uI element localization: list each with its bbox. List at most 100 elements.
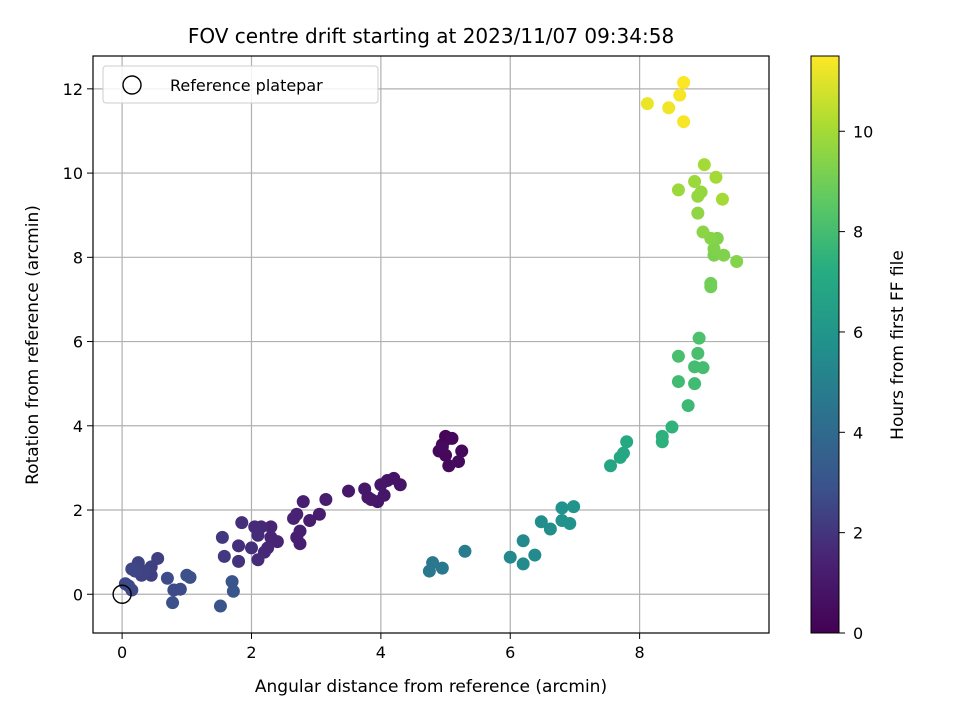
x-tick-label: 2 <box>246 643 256 662</box>
chart-title: FOV centre drift starting at 2023/11/07 … <box>188 24 674 48</box>
data-point <box>662 101 676 115</box>
data-point <box>677 76 691 90</box>
data-point <box>543 522 557 536</box>
data-point <box>442 459 456 473</box>
data-point <box>673 88 687 102</box>
colorbar-tick-label: 0 <box>853 624 863 643</box>
data-point <box>715 192 729 206</box>
data-point <box>534 515 548 529</box>
data-point <box>655 429 669 443</box>
y-tick-label: 2 <box>73 501 83 520</box>
data-point <box>688 175 702 189</box>
colorbar-tick-label: 8 <box>853 223 863 242</box>
data-point <box>688 377 702 391</box>
x-tick-label: 4 <box>376 643 386 662</box>
data-point <box>264 520 278 534</box>
data-point <box>503 550 517 564</box>
data-point <box>312 507 326 521</box>
data-point <box>435 561 449 575</box>
data-point <box>251 553 265 567</box>
data-point <box>620 435 634 449</box>
data-point <box>160 571 174 585</box>
data-point <box>303 514 317 528</box>
data-point <box>704 280 718 294</box>
legend-entry-reference: Reference platepar <box>170 76 323 95</box>
data-point <box>251 528 265 542</box>
colorbar: 0 2 4 6 8 10 Hours from first FF file <box>810 55 908 643</box>
data-point <box>665 420 679 434</box>
data-point <box>319 492 333 506</box>
data-point <box>681 399 695 413</box>
data-point <box>183 570 197 584</box>
data-point <box>361 490 375 504</box>
legend: Reference platepar <box>102 65 379 104</box>
data-point <box>458 544 472 558</box>
data-point <box>374 478 388 492</box>
colorbar-gradient <box>810 55 840 634</box>
data-point <box>225 575 239 589</box>
y-tick-label: 0 <box>73 585 83 604</box>
y-tick-label: 12 <box>63 80 83 99</box>
data-point <box>691 346 705 360</box>
data-point <box>696 361 710 375</box>
points-layer <box>112 76 744 613</box>
data-point <box>217 549 231 563</box>
data-point <box>707 242 721 256</box>
data-point <box>516 557 530 571</box>
legend-box <box>102 65 379 104</box>
data-point <box>166 596 180 610</box>
data-point <box>118 577 132 591</box>
data-point <box>640 97 654 111</box>
colorbar-label: Hours from first FF file <box>888 250 908 440</box>
data-point <box>342 484 356 498</box>
data-point <box>232 554 246 568</box>
data-point <box>717 248 731 262</box>
data-point <box>226 584 240 598</box>
data-point <box>290 530 304 544</box>
data-point <box>232 539 246 553</box>
x-axis-label: Angular distance from reference (arcmin) <box>255 677 607 697</box>
data-point <box>235 516 249 530</box>
grid-layer <box>93 56 769 633</box>
ticks-layer: 0 2 4 6 8 0 2 4 6 8 10 12 <box>63 80 645 662</box>
y-tick-label: 10 <box>63 164 83 183</box>
x-tick-label: 8 <box>635 643 645 662</box>
data-point <box>697 158 711 172</box>
data-point <box>692 331 706 345</box>
data-point <box>691 206 705 220</box>
data-point <box>671 375 685 389</box>
data-point <box>264 530 278 544</box>
colorbar-tick-label: 4 <box>853 423 863 442</box>
data-point <box>694 185 708 199</box>
data-point <box>455 444 469 458</box>
data-point <box>709 170 723 184</box>
data-point <box>422 564 436 578</box>
data-point <box>435 440 449 454</box>
data-point <box>567 500 581 514</box>
data-point <box>445 431 459 445</box>
x-tick-label: 0 <box>117 643 127 662</box>
data-point <box>671 183 685 197</box>
data-point <box>296 495 310 509</box>
data-point <box>125 562 139 576</box>
data-point <box>696 225 710 239</box>
colorbar-tick-label: 6 <box>853 323 863 342</box>
data-point <box>677 115 691 129</box>
data-point <box>555 501 569 515</box>
data-point <box>730 255 744 269</box>
x-tick-label: 6 <box>505 643 515 662</box>
data-point <box>516 534 530 548</box>
data-point <box>671 349 685 363</box>
colorbar-tick-label: 10 <box>853 122 873 141</box>
data-point <box>604 459 618 473</box>
y-tick-label: 8 <box>73 248 83 267</box>
data-point <box>173 582 187 596</box>
data-point <box>528 548 542 562</box>
data-point <box>213 599 227 613</box>
reference-platepar-marker <box>112 584 132 604</box>
colorbar-ticks: 0 2 4 6 8 10 <box>839 122 873 643</box>
data-point <box>616 446 630 460</box>
data-point <box>290 507 304 521</box>
